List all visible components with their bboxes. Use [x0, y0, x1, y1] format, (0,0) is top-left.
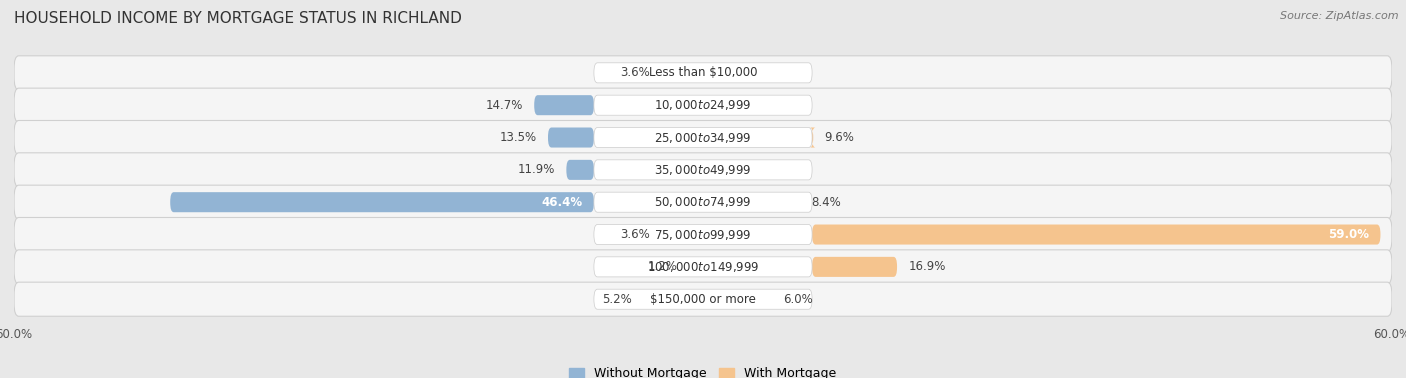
FancyBboxPatch shape	[813, 257, 897, 277]
FancyBboxPatch shape	[593, 127, 813, 147]
FancyBboxPatch shape	[593, 95, 813, 115]
FancyBboxPatch shape	[593, 63, 813, 83]
FancyBboxPatch shape	[593, 289, 813, 309]
FancyBboxPatch shape	[14, 250, 1392, 284]
Text: $75,000 to $99,999: $75,000 to $99,999	[654, 228, 752, 242]
Text: $35,000 to $49,999: $35,000 to $49,999	[654, 163, 752, 177]
FancyBboxPatch shape	[14, 153, 1392, 187]
Text: 14.7%: 14.7%	[485, 99, 523, 112]
FancyBboxPatch shape	[14, 88, 1392, 122]
FancyBboxPatch shape	[548, 127, 593, 147]
Text: $10,000 to $24,999: $10,000 to $24,999	[654, 98, 752, 112]
Text: Source: ZipAtlas.com: Source: ZipAtlas.com	[1281, 11, 1399, 21]
Text: 59.0%: 59.0%	[1329, 228, 1369, 241]
FancyBboxPatch shape	[14, 185, 1392, 219]
FancyBboxPatch shape	[170, 192, 593, 212]
FancyBboxPatch shape	[567, 160, 593, 180]
Text: 16.9%: 16.9%	[908, 260, 946, 273]
Text: 8.4%: 8.4%	[811, 196, 841, 209]
FancyBboxPatch shape	[810, 127, 815, 147]
Text: Less than $10,000: Less than $10,000	[648, 67, 758, 79]
Text: $100,000 to $149,999: $100,000 to $149,999	[647, 260, 759, 274]
FancyBboxPatch shape	[593, 192, 813, 212]
Text: 46.4%: 46.4%	[541, 196, 582, 209]
FancyBboxPatch shape	[534, 95, 593, 115]
Text: 13.5%: 13.5%	[499, 131, 537, 144]
Text: $150,000 or more: $150,000 or more	[650, 293, 756, 306]
FancyBboxPatch shape	[14, 217, 1392, 252]
Text: HOUSEHOLD INCOME BY MORTGAGE STATUS IN RICHLAND: HOUSEHOLD INCOME BY MORTGAGE STATUS IN R…	[14, 11, 463, 26]
FancyBboxPatch shape	[593, 160, 813, 180]
Text: $25,000 to $34,999: $25,000 to $34,999	[654, 130, 752, 144]
FancyBboxPatch shape	[14, 121, 1392, 155]
FancyBboxPatch shape	[14, 282, 1392, 316]
FancyBboxPatch shape	[593, 225, 813, 245]
Text: 11.9%: 11.9%	[517, 163, 555, 177]
Legend: Without Mortgage, With Mortgage: Without Mortgage, With Mortgage	[569, 367, 837, 378]
FancyBboxPatch shape	[14, 56, 1392, 90]
Text: 9.6%: 9.6%	[825, 131, 855, 144]
Text: 1.2%: 1.2%	[648, 260, 678, 273]
Text: 3.6%: 3.6%	[620, 67, 650, 79]
Text: 6.0%: 6.0%	[783, 293, 813, 306]
FancyBboxPatch shape	[593, 257, 813, 277]
Text: 3.6%: 3.6%	[620, 228, 650, 241]
FancyBboxPatch shape	[813, 225, 1381, 245]
Text: 5.2%: 5.2%	[602, 293, 631, 306]
Text: $50,000 to $74,999: $50,000 to $74,999	[654, 195, 752, 209]
